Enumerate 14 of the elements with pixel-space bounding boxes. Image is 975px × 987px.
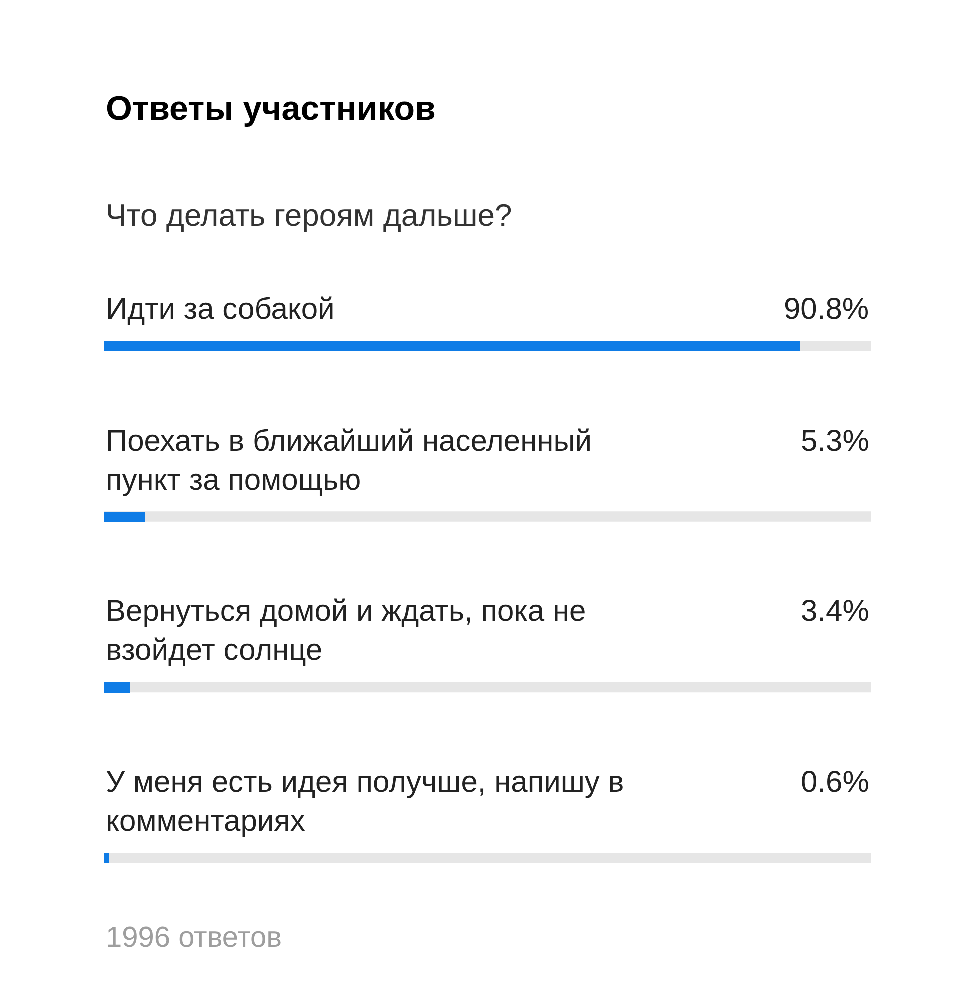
y-tick-label: Вернуться домой и ждать, пока не взойдет солнце — [106, 595, 586, 667]
data-label: 5.3% — [801, 425, 870, 458]
chart-subtitle: Что делать героям дальше? — [106, 198, 512, 233]
y-tick-label: У меня есть идея получше, напишу в комментариях — [106, 766, 624, 838]
text: 1996 ответов — [106, 922, 282, 954]
data-label: 3.4% — [801, 595, 870, 628]
y-tick-label: Поехать в ближайший населенный пункт за помощью — [106, 425, 592, 497]
bar — [104, 682, 130, 693]
data-label: 90.8% — [784, 293, 870, 326]
bar — [104, 512, 145, 522]
chart-title: Ответы участников — [106, 90, 436, 128]
y-tick-label: Идти за собакой — [106, 293, 335, 326]
bar — [104, 853, 109, 863]
data-label: 0.6% — [801, 766, 870, 799]
